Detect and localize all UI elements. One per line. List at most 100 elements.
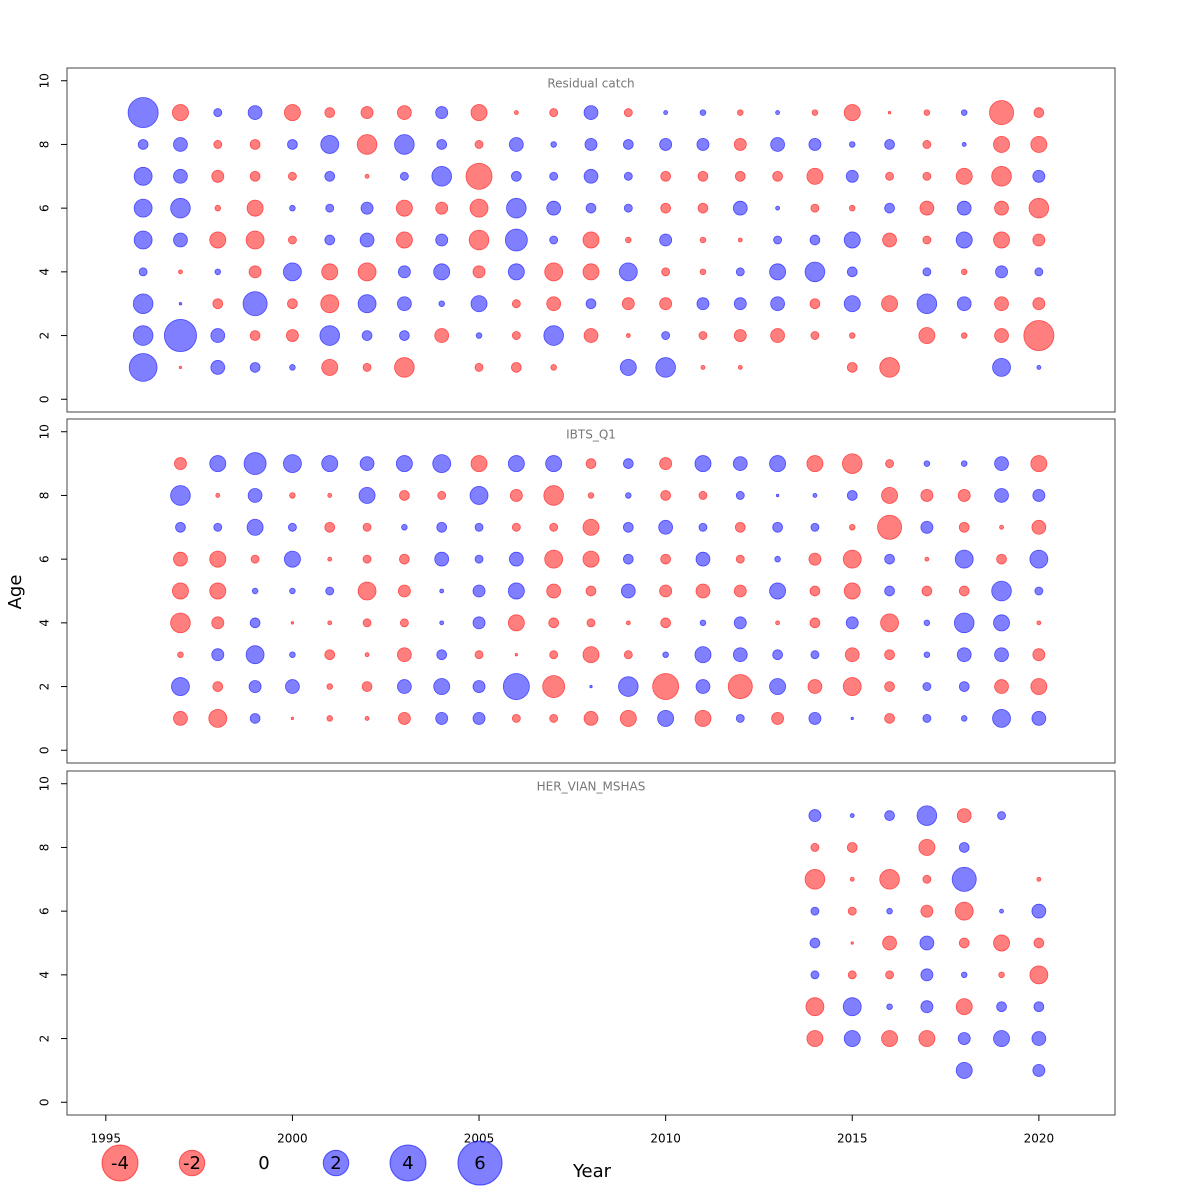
- bubble: [847, 970, 857, 980]
- bubble: [958, 521, 970, 533]
- bubble: [808, 552, 822, 566]
- bubble: [585, 585, 597, 597]
- bubble: [249, 617, 261, 629]
- bubble: [775, 493, 780, 498]
- bubble: [470, 295, 488, 313]
- bubble: [251, 587, 259, 595]
- bubble: [1032, 1063, 1046, 1077]
- bubble: [211, 616, 225, 630]
- bubble: [623, 108, 633, 118]
- legend-label: 0: [258, 1153, 269, 1174]
- bubble: [923, 651, 931, 658]
- bubble: [652, 673, 680, 700]
- bubble: [582, 550, 600, 568]
- bubble: [812, 493, 818, 498]
- bubble: [1030, 678, 1048, 696]
- bubble: [991, 166, 1012, 187]
- bubble: [173, 168, 188, 184]
- bubble: [735, 713, 745, 723]
- bubble: [698, 491, 708, 500]
- bubble: [919, 935, 935, 951]
- bubble: [210, 360, 226, 375]
- bubble: [438, 300, 445, 307]
- bubble: [773, 235, 783, 245]
- bubble: [246, 518, 264, 536]
- bubble: [660, 490, 671, 501]
- bubble: [806, 1030, 824, 1048]
- bubble: [395, 199, 413, 217]
- bubble: [399, 330, 410, 341]
- bubble: [432, 454, 452, 473]
- bubble: [1032, 489, 1046, 502]
- bubble: [546, 200, 562, 216]
- bubble: [1032, 297, 1046, 311]
- bubble: [1033, 1001, 1045, 1013]
- bubble: [955, 998, 973, 1016]
- bubble: [735, 554, 745, 564]
- bubble: [619, 709, 637, 727]
- bubble: [849, 876, 855, 882]
- bubble: [327, 556, 333, 562]
- bubble: [733, 329, 747, 342]
- bubble: [1030, 135, 1048, 153]
- bubble: [955, 167, 973, 185]
- bubble: [737, 109, 744, 116]
- bubble: [582, 646, 600, 664]
- bubble: [843, 582, 861, 600]
- bubble: [173, 137, 188, 152]
- bubble: [843, 231, 861, 249]
- bubble: [287, 171, 297, 181]
- bubble: [769, 582, 787, 600]
- legend-bubble: [389, 1144, 427, 1182]
- bubble: [357, 262, 377, 282]
- bubble: [549, 108, 559, 118]
- bubble: [433, 263, 451, 281]
- legend-bubble: [322, 1149, 350, 1177]
- bubble: [544, 262, 564, 282]
- bubble: [916, 293, 938, 314]
- bubble: [810, 331, 820, 340]
- bubble: [1031, 519, 1047, 535]
- bubble: [508, 137, 524, 152]
- bubble: [439, 588, 445, 594]
- bubble: [172, 582, 189, 600]
- bubble: [550, 364, 557, 371]
- bubble: [507, 614, 525, 632]
- bubble: [321, 358, 339, 376]
- bubble: [546, 296, 562, 312]
- bubble: [994, 200, 1009, 216]
- bubble: [543, 485, 564, 506]
- bubble: [128, 353, 158, 382]
- bubble: [585, 458, 597, 469]
- bubble: [249, 362, 261, 373]
- bubble: [849, 204, 856, 212]
- bubble: [472, 265, 486, 279]
- bubble: [884, 553, 895, 565]
- bubble: [472, 584, 486, 598]
- bubble: [550, 141, 557, 148]
- bubble: [997, 811, 1006, 821]
- bubble: [993, 934, 1010, 952]
- bubble: [249, 713, 261, 724]
- bubble: [625, 620, 631, 626]
- bubble: [472, 711, 486, 725]
- bubble: [994, 679, 1009, 694]
- bubble: [993, 231, 1010, 249]
- bubble: [175, 521, 186, 533]
- bubble: [992, 709, 1011, 728]
- bubble: [397, 711, 411, 725]
- bubble: [1034, 586, 1044, 596]
- bubble: [772, 649, 783, 661]
- bubble: [357, 581, 377, 601]
- bubble: [775, 620, 781, 626]
- bubble: [999, 524, 1004, 530]
- bubble: [127, 97, 159, 129]
- bubble: [994, 328, 1009, 343]
- bubble: [508, 551, 524, 567]
- bubble: [993, 614, 1010, 632]
- bubble: [996, 553, 1007, 565]
- bubble: [289, 492, 296, 499]
- bubble: [697, 170, 709, 182]
- y-tick-label: 4: [38, 268, 52, 276]
- bubble: [245, 230, 265, 250]
